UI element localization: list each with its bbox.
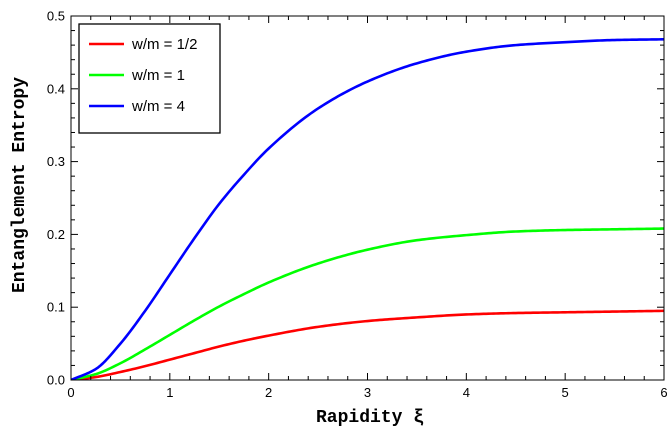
x-tick-label: 1 (166, 385, 173, 400)
y-tick-label: 0.3 (47, 154, 65, 169)
legend: w/m = 1/2 w/m = 1 w/m = 4 (79, 24, 220, 133)
y-tick-label: 0.0 (47, 373, 65, 388)
series-line-2 (71, 229, 664, 380)
x-tick-label: 5 (562, 385, 569, 400)
legend-label-2: w/m = 1 (131, 67, 185, 84)
y-tick-label: 0.2 (47, 227, 65, 242)
x-axis-title: Rapidity ξ (316, 408, 424, 428)
legend-label-3: w/m = 4 (131, 98, 185, 115)
x-tick-label: 4 (463, 385, 470, 400)
series-line-1 (71, 311, 664, 380)
y-tick-label: 0.5 (47, 9, 65, 24)
x-tick-label: 0 (67, 385, 74, 400)
legend-label-1: w/m = 1/2 (131, 36, 197, 53)
x-tick-label: 3 (364, 385, 371, 400)
x-tick-label: 6 (660, 385, 667, 400)
y-tick-label: 0.1 (47, 300, 65, 315)
y-tick-label: 0.4 (47, 81, 65, 96)
x-tick-label: 2 (265, 385, 272, 400)
y-axis-title: Entanglement Entropy (10, 77, 30, 293)
